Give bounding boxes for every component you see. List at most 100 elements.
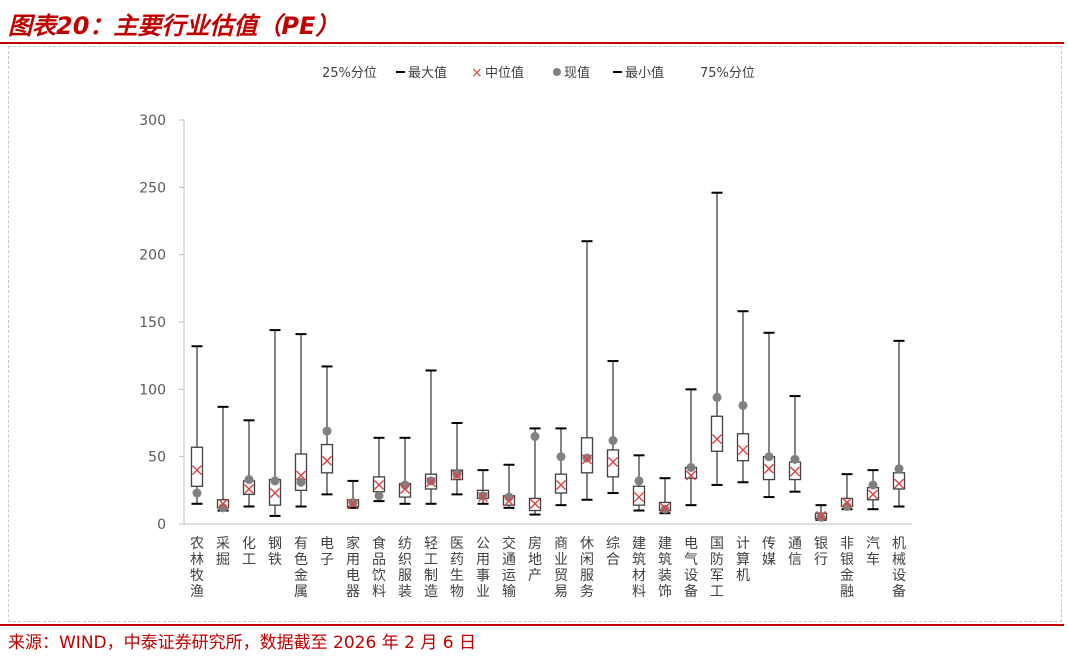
current-value-dot — [582, 453, 592, 463]
median-mark — [712, 434, 722, 445]
x-category-label: 建筑装饰 — [658, 536, 672, 600]
x-category-label: 电气设备 — [684, 536, 698, 600]
legend-marker-median: × — [471, 65, 483, 81]
x-category-label: 建筑材料 — [632, 536, 646, 600]
box-group — [502, 463, 516, 509]
x-category-label: 家用电器 — [346, 535, 360, 600]
median-mark — [868, 489, 878, 500]
current-value-dot — [452, 469, 462, 479]
current-value-dot — [556, 452, 566, 462]
current-value-dot — [816, 512, 826, 522]
box-group — [242, 419, 256, 508]
median-mark — [686, 470, 696, 481]
x-category-label: 钢铁 — [268, 536, 282, 568]
box-group — [840, 473, 854, 511]
median-mark — [218, 498, 228, 509]
x-category-label: 电子 — [320, 536, 334, 568]
x-axis-labels: 农林牧渔采掘化工钢铁有色金属电子家用电器食品饮料纺织服装轻工制造医药生物公用事业… — [190, 535, 906, 600]
y-tick-label: 250 — [139, 180, 166, 196]
x-category-label: 商业贸易 — [554, 536, 568, 600]
median-mark — [504, 496, 514, 507]
current-value-dot — [478, 491, 488, 501]
boxes — [190, 191, 906, 522]
x-category-label: 银行 — [814, 536, 828, 568]
legend-label-max: 最大值 — [408, 65, 447, 81]
box-group — [216, 405, 230, 513]
box-group — [710, 191, 724, 486]
x-category-label: 有色金属 — [294, 536, 308, 600]
legend-label-current: 现值 — [564, 65, 590, 81]
median-mark — [270, 488, 280, 499]
current-value-dot — [790, 454, 800, 464]
median-mark — [374, 479, 384, 490]
x-category-label: 传媒 — [762, 536, 776, 568]
median-mark — [556, 479, 566, 490]
current-value-dot — [608, 436, 618, 446]
median-mark — [660, 502, 670, 513]
median-mark — [608, 457, 618, 468]
x-category-label: 纺织服装 — [398, 536, 412, 600]
box-group — [788, 395, 802, 493]
median-mark — [478, 492, 488, 503]
median-mark — [738, 444, 748, 455]
current-value-dot — [660, 504, 670, 514]
box-group — [424, 369, 438, 505]
box-group — [268, 329, 282, 517]
y-tick-label: 200 — [139, 248, 166, 264]
x-category-label: 食品饮料 — [372, 535, 386, 600]
box-group — [476, 469, 490, 505]
title-rule — [0, 42, 1064, 44]
y-axis-ticks: 0 50 100 150 200 250 300 — [139, 113, 184, 533]
y-tick-label: 0 — [157, 517, 166, 533]
median-mark — [790, 466, 800, 477]
current-value-dot — [296, 477, 306, 487]
x-category-label: 轻工制造 — [424, 536, 438, 600]
box-group — [632, 454, 646, 512]
x-category-label: 化工 — [242, 536, 256, 568]
x-category-label: 汽车 — [866, 536, 880, 568]
legend-label-q25: 25%分位 — [322, 66, 377, 81]
median-mark — [634, 492, 644, 503]
current-value-dot — [374, 491, 384, 501]
legend-marker-current — [553, 68, 561, 76]
x-category-label: 通信 — [788, 536, 802, 568]
median-mark — [348, 498, 358, 509]
median-mark — [842, 497, 852, 508]
chart-title: 图表20：主要行业估值（PE） — [8, 12, 340, 40]
legend-label-q75: 75%分位 — [700, 66, 755, 81]
x-category-label: 综合 — [606, 536, 620, 568]
current-value-dot — [686, 462, 696, 472]
box-group — [294, 333, 308, 508]
box-group — [190, 345, 204, 505]
iqr-box — [294, 453, 308, 491]
median-mark — [452, 470, 462, 481]
box-group — [736, 310, 750, 484]
iqr-box — [320, 443, 334, 474]
median-mark — [426, 477, 436, 488]
x-category-label: 医药生物 — [450, 536, 464, 600]
box-group — [320, 365, 334, 496]
current-value-dot — [426, 476, 436, 486]
current-value-dot — [894, 464, 904, 474]
iqr-box — [606, 449, 620, 478]
box-group — [762, 331, 776, 499]
iqr-box — [554, 473, 568, 494]
median-mark — [192, 465, 202, 476]
x-category-label: 国防军工 — [710, 536, 724, 600]
iqr-box — [632, 485, 646, 506]
box-group — [450, 422, 464, 496]
median-mark — [764, 463, 774, 474]
box-group — [528, 427, 542, 516]
x-category-label: 农林牧渔 — [190, 536, 204, 600]
iqr-box — [736, 433, 750, 462]
current-value-dot — [270, 476, 280, 486]
box-group — [658, 477, 672, 515]
median-mark — [244, 483, 254, 494]
current-value-dot — [244, 475, 254, 485]
y-tick-label: 300 — [139, 113, 166, 129]
box-group — [580, 240, 594, 501]
current-value-dot — [322, 426, 332, 436]
legend-label-min: 最小值 — [625, 65, 664, 81]
iqr-box — [710, 415, 724, 452]
